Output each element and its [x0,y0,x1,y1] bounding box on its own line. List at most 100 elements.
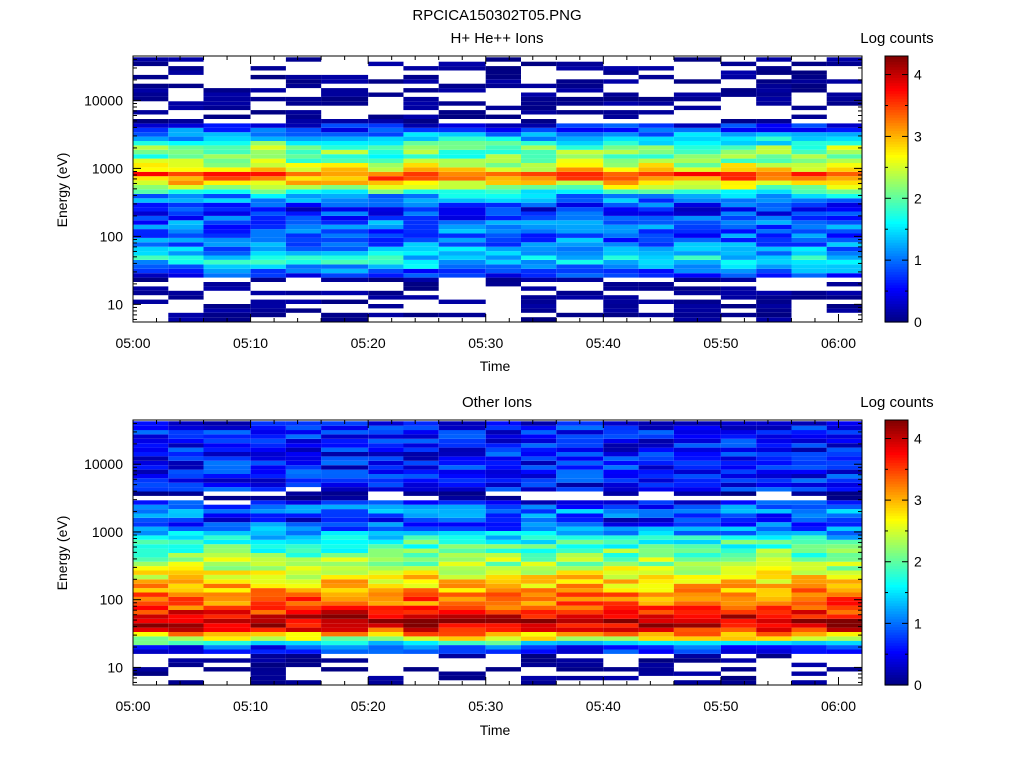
heatmap-cell [826,180,862,185]
heatmap-cell [285,495,322,501]
heatmap-cell [368,425,404,431]
heatmap-cell [521,618,557,624]
heatmap-cell [638,610,674,615]
heatmap-cell [168,255,204,260]
heatmap-cell [438,504,486,510]
heatmap-cell [368,482,404,488]
colorbar-segment [885,679,908,683]
heatmap-cell [791,640,827,646]
heatmap-cell [485,553,521,558]
heatmap-cell [403,636,439,641]
heatmap-cell [250,233,286,238]
heatmap-cell [321,176,369,181]
heatmap-cell [368,229,404,234]
panel-1-x-label: Time [480,358,511,374]
heatmap-cell [756,465,792,470]
heatmap-cell [603,548,639,553]
heatmap-cell [321,438,369,444]
heatmap-cell [521,460,557,466]
colorbar-segment [885,462,908,466]
heatmap-cell [556,460,604,466]
heatmap-cell [556,658,604,663]
heatmap-cell [756,260,792,265]
heatmap-cell [756,171,792,177]
heatmap-cell [826,535,862,540]
heatmap-cell [673,596,721,602]
heatmap-cell [556,96,604,102]
heatmap-cell [791,176,827,181]
heatmap-cell [250,645,286,650]
heatmap-cell [203,92,251,97]
colorbar-segment [885,438,908,442]
heatmap-cell [403,526,439,531]
colorbar-segment [885,539,908,543]
heatmap-cell [403,264,439,269]
heatmap-cell [403,623,439,628]
heatmap-cell [826,517,862,523]
heatmap-cell [638,592,674,597]
heatmap-cell [756,211,792,216]
heatmap-cell [720,509,757,514]
heatmap-cell [673,574,721,580]
heatmap-cell [791,553,827,558]
heatmap-cell [556,149,604,155]
heatmap-cell [673,198,721,203]
heatmap-cell [720,601,757,606]
heatmap-cell [368,176,404,181]
heatmap-cell [720,513,757,518]
heatmap-cell [438,627,486,632]
heatmap-cell [673,539,721,545]
heatmap-cell [168,242,204,247]
heatmap-cell [403,425,439,431]
heatmap-cell [603,255,639,260]
heatmap-cell [791,610,827,615]
heatmap-cell [368,447,404,452]
colorbar-segment [885,459,908,463]
heatmap-cell [133,180,169,185]
colorbar-segment [885,154,908,158]
heatmap-cell [485,645,521,650]
heatmap-cell [368,421,404,426]
heatmap-cell [603,469,639,474]
heatmap-cell [720,251,757,256]
heatmap-cell [321,456,369,461]
heatmap-cell [720,237,757,243]
heatmap-cell [638,535,674,540]
heatmap-cell [368,61,404,67]
x-tick-label: 06:00 [821,335,856,351]
heatmap-cell [638,176,674,181]
heatmap-cell [133,273,169,278]
colorbar-segment [885,149,908,153]
heatmap-cell [673,636,721,641]
heatmap-cell [603,282,639,287]
heatmap-cell [485,561,521,567]
heatmap-cell [673,583,721,589]
colorbar-segment [885,274,908,278]
heatmap-cell [673,273,721,278]
heatmap-cell [485,618,521,624]
heatmap-cell [638,438,674,444]
heatmap-cell [556,290,604,296]
heatmap-cell [756,438,792,444]
heatmap-cell [133,74,169,80]
heatmap-cell [603,640,639,646]
heatmap-cell [133,460,169,466]
heatmap-cell [403,649,439,654]
heatmap-cell [603,614,639,619]
colorbar-tick-label: 3 [914,492,922,508]
heatmap-cell [285,264,322,269]
heatmap-cell [403,180,439,185]
heatmap-cell [756,189,792,194]
heatmap-cell [368,127,404,133]
heatmap-cell [368,79,404,84]
heatmap-cell [321,500,369,505]
heatmap-cell [368,640,404,646]
heatmap-cell [168,83,204,89]
colorbar-segment [885,430,908,434]
heatmap-cell [250,171,286,177]
heatmap-cell [203,443,251,448]
heatmap-cell [826,304,862,309]
colorbar-segment [885,523,908,527]
heatmap-cell [556,246,604,252]
colorbar-segment [885,287,908,291]
